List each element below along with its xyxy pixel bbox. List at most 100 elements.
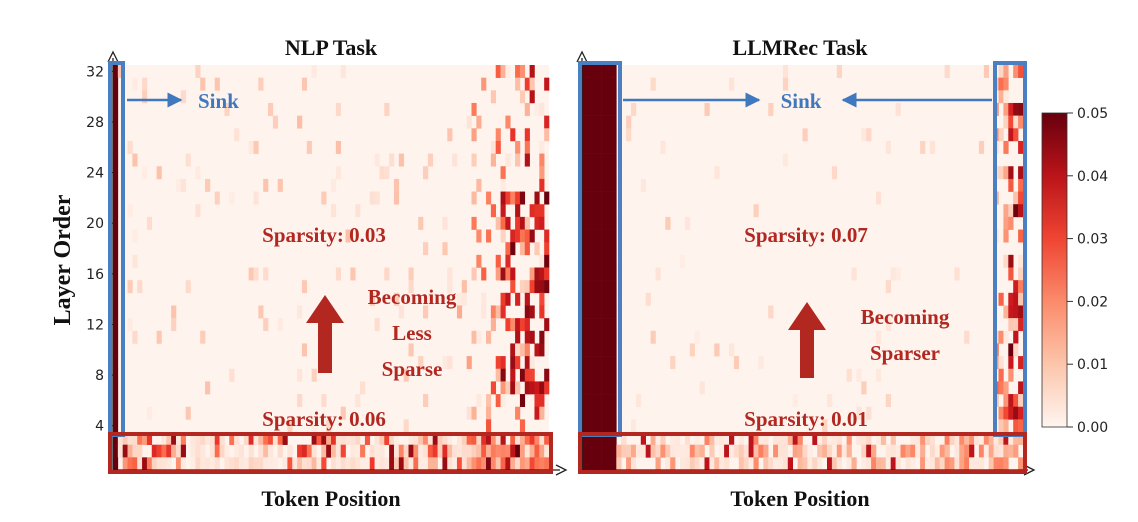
heatmap-nlp-cell xyxy=(180,90,186,104)
heatmap-nlp-cell xyxy=(321,457,327,471)
heatmap-nlp-cell xyxy=(534,267,540,281)
heatmap-llmrec-cell xyxy=(640,432,646,445)
heatmap-nlp-cell xyxy=(500,394,506,408)
heatmap-nlp-cell xyxy=(113,242,119,256)
heatmap-nlp-cell xyxy=(389,457,395,471)
heatmap-nlp-cell xyxy=(321,444,327,458)
heatmap-nlp-cell xyxy=(127,140,133,154)
heatmap-nlp-cell xyxy=(113,368,119,382)
heatmap-llmrec-cell xyxy=(611,381,617,395)
heatmap-llmrec-cell xyxy=(606,280,612,294)
heatmap-llmrec-cell xyxy=(591,394,597,408)
heatmap-llmrec-cell xyxy=(582,330,588,344)
heatmap-llmrec-cell xyxy=(596,280,602,294)
heatmap-nlp-cell xyxy=(418,432,424,445)
heatmap-nlp-cell xyxy=(297,457,303,471)
heatmap-nlp-cell xyxy=(423,305,429,319)
heatmap-nlp-cell xyxy=(486,330,492,344)
heatmap-llmrec-cell xyxy=(650,330,656,344)
heatmap-nlp-cell xyxy=(132,432,138,445)
colorbar-tick-label: 0.00 xyxy=(1077,420,1108,436)
heatmap-nlp-cell xyxy=(524,318,530,332)
heatmap-llmrec-cell xyxy=(920,457,926,471)
heatmap-llmrec-cell xyxy=(611,254,617,268)
heatmap-nlp-cell xyxy=(224,444,230,458)
heatmap-nlp-cell xyxy=(519,229,526,243)
heatmap-llmrec-cell xyxy=(763,457,769,471)
heatmap-nlp-cell xyxy=(340,432,346,445)
heatmap-nlp-cell xyxy=(234,432,240,445)
heatmap-nlp-cell xyxy=(214,191,220,205)
heatmap-llmrec-cell xyxy=(998,166,1004,180)
heatmap-llmrec-cell xyxy=(596,330,602,344)
heatmap-llmrec-cell xyxy=(626,115,632,129)
heatmap-nlp-cell xyxy=(374,153,380,167)
y-tick-label: 32 xyxy=(86,64,104,80)
trend-up-arrow-llmrec xyxy=(788,302,826,378)
heatmap-llmrec-cell xyxy=(885,318,891,332)
heatmap-nlp-cell xyxy=(393,292,400,306)
heatmap-llmrec-cell xyxy=(596,292,602,306)
heatmap-llmrec-cell xyxy=(596,419,602,433)
heatmap-llmrec-cell xyxy=(1013,65,1019,78)
heatmap-nlp-cell xyxy=(539,153,545,167)
heatmap-nlp-cell xyxy=(238,457,245,471)
heatmap-nlp-cell xyxy=(408,444,414,458)
heatmap-nlp-cell xyxy=(481,77,487,91)
heatmap-llmrec-cell xyxy=(665,457,671,471)
heatmap-nlp-cell xyxy=(476,394,482,408)
heatmap-llmrec-cell xyxy=(606,432,612,445)
trend-line2-llmrec: Sparser xyxy=(870,341,940,365)
heatmap-llmrec-cell xyxy=(1008,267,1014,281)
heatmap-nlp-cell xyxy=(268,102,274,116)
heatmap-llmrec-cell xyxy=(582,128,588,142)
heatmap-nlp-cell xyxy=(209,457,216,471)
heatmap-llmrec-cell xyxy=(895,444,901,458)
heatmap-llmrec-cell xyxy=(586,77,593,91)
heatmap-nlp-cell xyxy=(447,432,453,445)
heatmap-llmrec-cell xyxy=(748,444,754,458)
heatmap-llmrec-cell xyxy=(1008,115,1014,129)
heatmap-llmrec-cell xyxy=(866,444,872,458)
heatmap-nlp-cell xyxy=(161,457,167,471)
heatmap-nlp-cell xyxy=(456,432,463,445)
heatmap-nlp-cell xyxy=(113,90,119,104)
heatmap-llmrec-cell xyxy=(1018,432,1024,445)
heatmap-llmrec-cell xyxy=(606,343,612,357)
heatmap-llmrec-cell xyxy=(611,166,617,180)
heatmap-llmrec-cell xyxy=(910,457,916,471)
heatmap-llmrec-cell xyxy=(586,229,593,243)
heatmap-nlp-cell xyxy=(297,368,303,382)
heatmap-nlp-cell xyxy=(500,457,506,471)
heatmap-llmrec-cell xyxy=(709,432,715,445)
heatmap-nlp-cell xyxy=(505,444,511,458)
heatmap-nlp-cell xyxy=(297,305,303,319)
heatmap-nlp-cell xyxy=(486,394,492,408)
heatmap-nlp-cell xyxy=(161,444,167,458)
heatmap-llmrec-cell xyxy=(929,444,936,458)
heatmap-nlp-cell xyxy=(272,457,279,471)
heatmap-nlp-cell xyxy=(490,305,497,319)
heatmap-llmrec-cell xyxy=(611,305,617,319)
heatmap-llmrec-cell xyxy=(596,90,602,104)
heatmap-nlp-cell xyxy=(500,356,506,370)
heatmap-nlp-cell xyxy=(495,368,501,382)
heatmap-llmrec-cell xyxy=(782,65,789,78)
heatmap-llmrec-cell xyxy=(978,444,985,458)
heatmap-llmrec-cell xyxy=(586,216,593,230)
y-tick-label: 28 xyxy=(86,115,104,131)
heatmap-llmrec-cell xyxy=(753,204,759,218)
heatmap-llmrec-cell xyxy=(591,153,597,167)
heatmap-llmrec-cell xyxy=(645,292,651,306)
heatmap-nlp-cell xyxy=(447,444,453,458)
heatmap-llmrec-cell xyxy=(768,457,774,471)
heatmap-llmrec-cell xyxy=(689,444,695,458)
heatmap-llmrec-cell xyxy=(606,191,612,205)
heatmap-llmrec-cell xyxy=(582,153,588,167)
heatmap-llmrec-cell xyxy=(758,356,764,370)
heatmap-llmrec-cell xyxy=(998,368,1004,382)
heatmap-nlp-cell xyxy=(539,102,545,116)
heatmap-nlp-cell xyxy=(117,444,123,458)
heatmap-llmrec-cell xyxy=(812,457,818,471)
heatmap-nlp-cell xyxy=(427,432,434,445)
